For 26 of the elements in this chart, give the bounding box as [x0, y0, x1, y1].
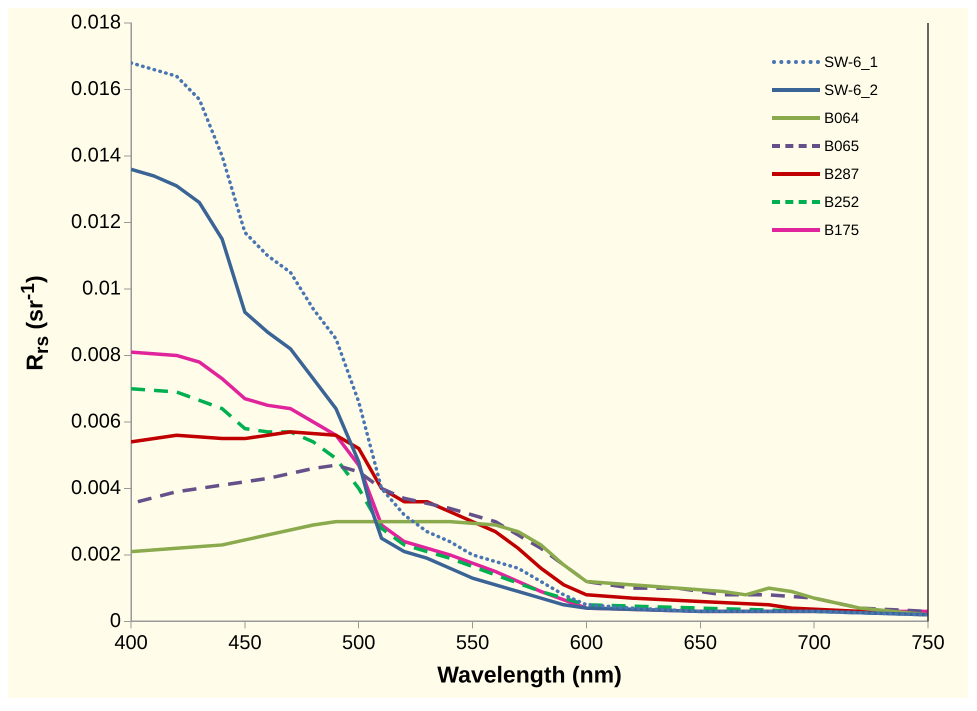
y-tick-label: 0.018 [70, 12, 122, 34]
legend-label: SW-6_1 [824, 54, 878, 70]
x-tick-label: 750 [911, 632, 945, 654]
x-tick-label: 500 [342, 632, 376, 654]
y-tick-label: 0 [110, 610, 122, 632]
legend-label: B287 [824, 166, 860, 182]
x-tick-label: 600 [570, 632, 604, 654]
x-tick-label: 400 [114, 632, 148, 654]
y-tick-label: 0.01 [82, 277, 122, 300]
y-tick-label: 0.008 [70, 344, 122, 366]
legend-label: B252 [824, 194, 860, 210]
legend-label: B065 [824, 138, 860, 154]
x-tick-label: 450 [228, 632, 262, 654]
x-tick-label: 700 [797, 632, 831, 654]
legend-label: B175 [824, 222, 860, 238]
x-tick-label: 650 [684, 632, 717, 654]
y-tick-label: 0.014 [70, 144, 122, 166]
y-tick-label: 0.004 [70, 476, 122, 499]
y-tick-label: 0.016 [70, 78, 122, 100]
x-axis-title: Wavelength (nm) [437, 662, 622, 688]
x-tick-label: 550 [456, 632, 490, 654]
legend-label: B064 [824, 110, 860, 126]
y-tick-label: 0.006 [70, 410, 122, 432]
y-tick-label: 0.012 [70, 210, 122, 233]
y-tick-label: 0.002 [70, 543, 122, 566]
legend-label: SW-6_2 [824, 82, 878, 98]
